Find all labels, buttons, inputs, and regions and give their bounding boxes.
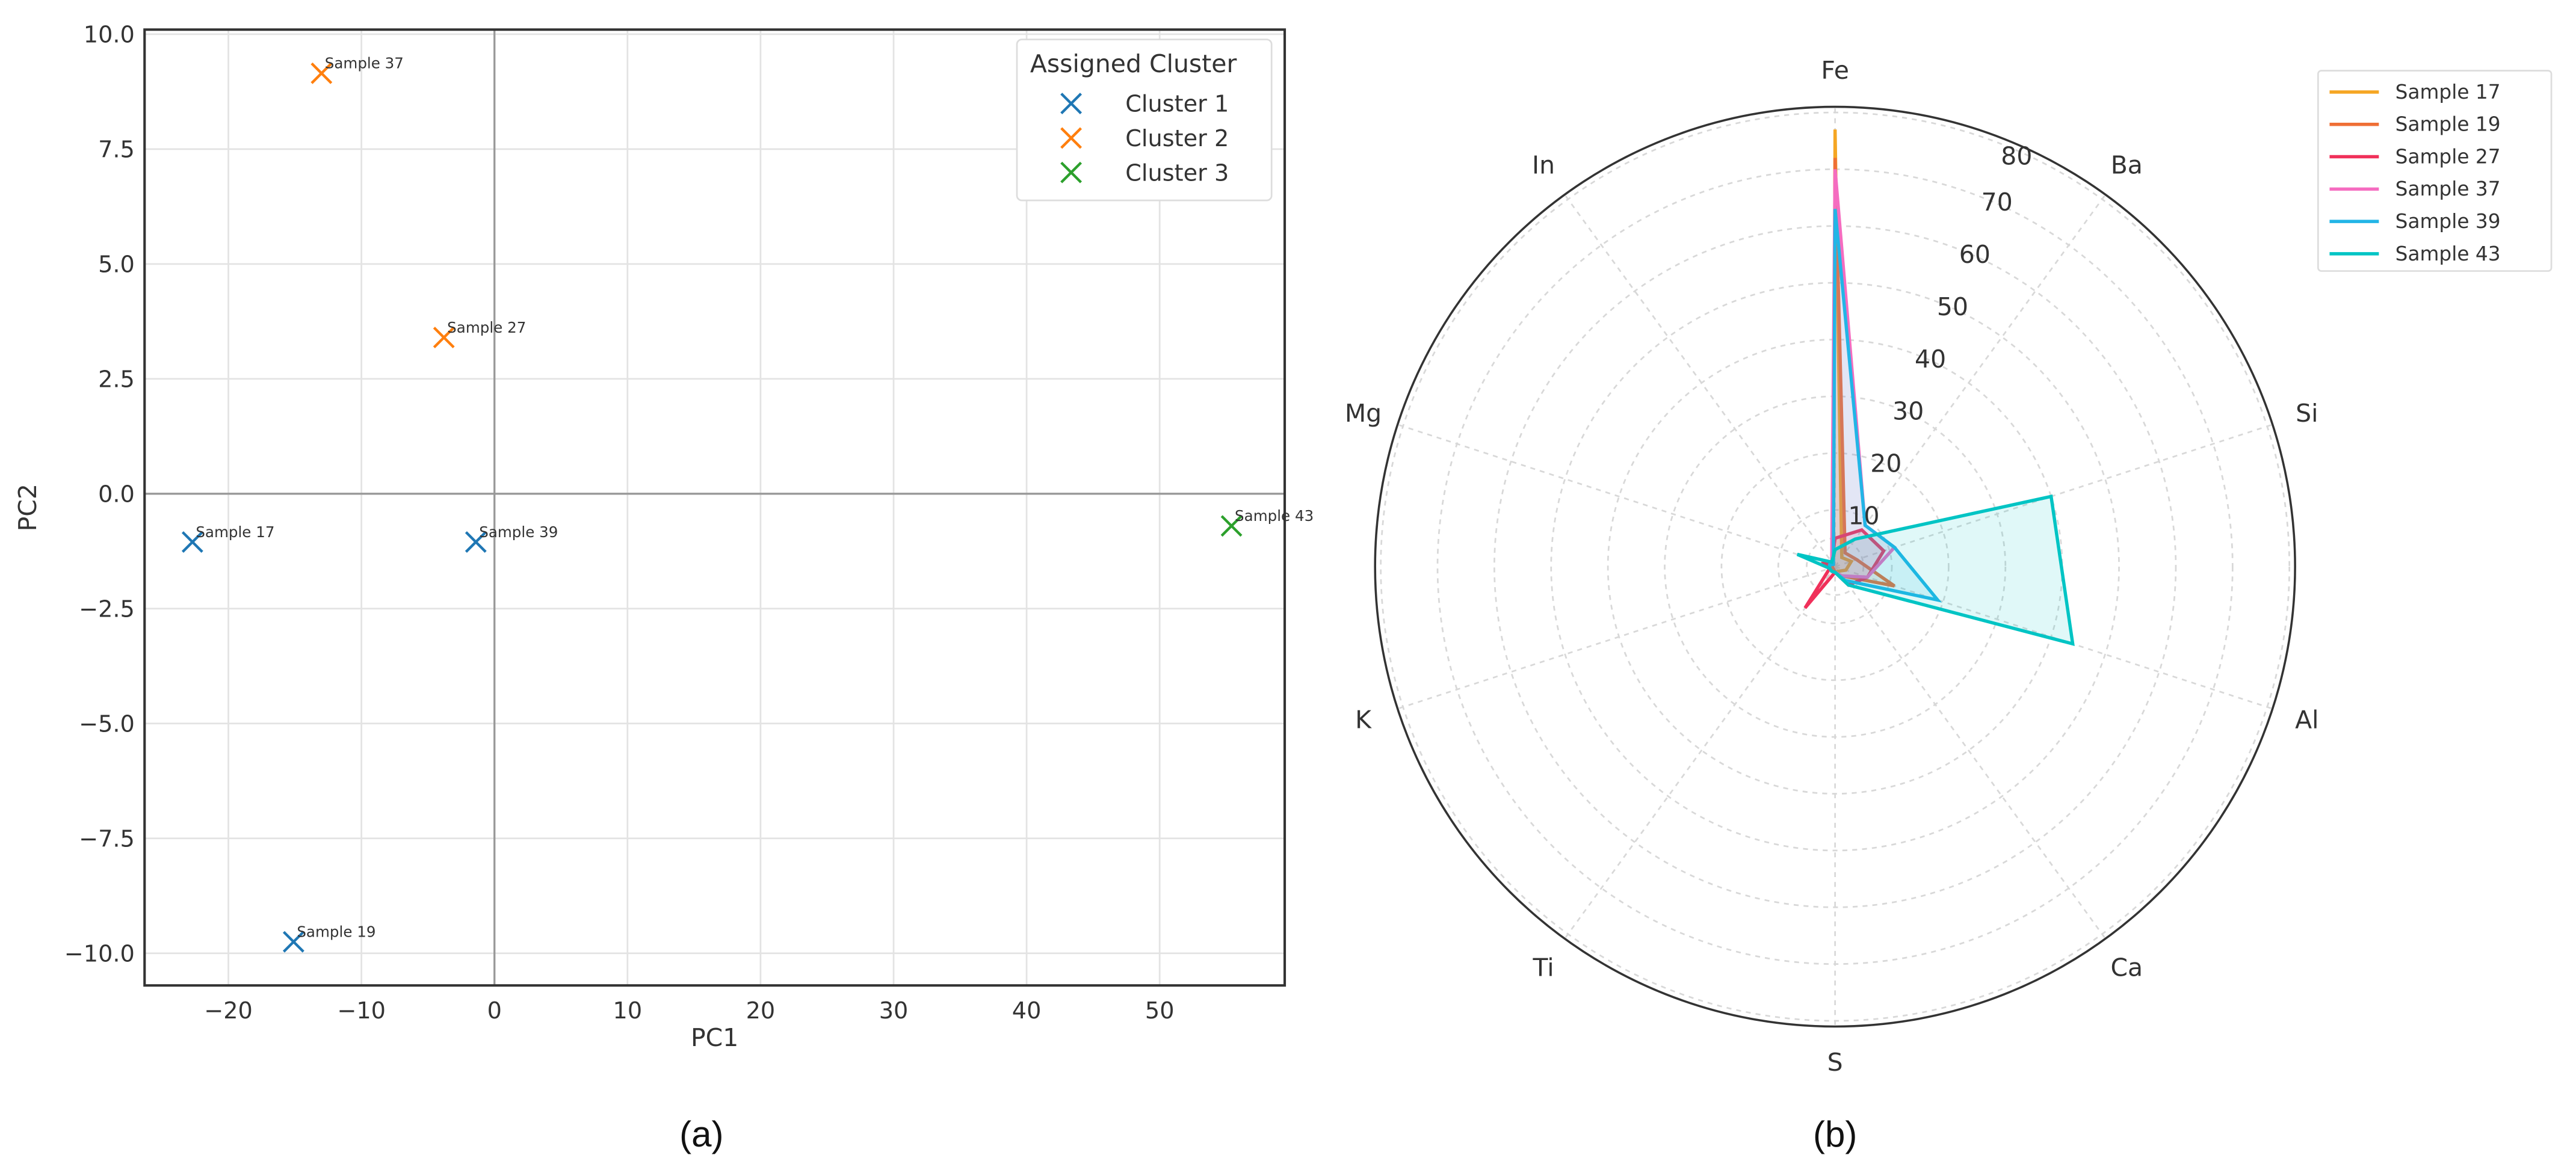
y-tick-label: 5.0 <box>98 251 135 278</box>
marker-stroke <box>465 531 487 553</box>
series-polygon-sample-43 <box>1796 494 2075 647</box>
legend-entry: Sample 39 <box>2395 210 2501 233</box>
category-label-s: S <box>1827 1048 1843 1077</box>
legend-marker-icon <box>1060 161 1083 183</box>
x-tick-label: 10 <box>613 998 643 1024</box>
legend: Assigned Cluster Cluster 1 Cluster 2 Cluste… <box>1016 38 1273 202</box>
legend-entry: Sample 17 <box>2395 81 2501 103</box>
radial-tick-label: 50 <box>1937 292 1968 321</box>
x-tick-label: 0 <box>487 998 502 1024</box>
x-tick-label: −20 <box>204 998 253 1024</box>
y-axis-label: PC2 <box>13 484 42 531</box>
category-label-si: Si <box>2296 399 2318 428</box>
data-point-sample-19 <box>282 931 304 953</box>
radial-gridline <box>1550 282 2120 852</box>
data-point-sample-43 <box>1220 515 1243 537</box>
point-annotation: Sample 37 <box>325 55 404 72</box>
y-tick-label: −5.0 <box>79 711 135 737</box>
legend-entry: Sample 37 <box>2395 177 2501 200</box>
angular-gridline <box>1834 566 2107 940</box>
marker-stroke <box>1060 161 1083 183</box>
point-annotation: Sample 17 <box>196 523 274 541</box>
angular-gridline <box>1834 194 2107 567</box>
angular-gridline <box>1397 565 1836 710</box>
category-label-al: Al <box>2295 705 2318 734</box>
category-label-ti: Ti <box>1532 953 1554 982</box>
point-annotation: Sample 27 <box>447 319 526 336</box>
marker-stroke <box>282 931 304 953</box>
category-label-fe: Fe <box>1821 56 1849 85</box>
marker-stroke <box>433 327 455 348</box>
y-tick-label: 2.5 <box>98 366 135 393</box>
radial-tick-label: 70 <box>1981 188 2013 217</box>
radar-chart-elements: Fe Ba Si Al Ca S Ti K Mg In 10 20 30 40 50 60 70 80 Sample… <box>1345 56 2553 1077</box>
point-annotation: Sample 19 <box>297 923 375 940</box>
y-tick-label: 0.0 <box>98 481 135 508</box>
x-axis-label: PC1 <box>691 1023 738 1052</box>
legend: Sample 17 Sample 19 Sample 27 Sample 37 Samp… <box>2317 70 2553 272</box>
legend-marker-icon <box>1060 127 1083 149</box>
angular-gridline <box>1397 423 1836 568</box>
y-tick-label: −7.5 <box>79 826 135 852</box>
plot-frame <box>143 28 1286 987</box>
radar-outer-frame <box>1374 105 2296 1028</box>
marker-stroke <box>310 62 333 84</box>
radial-tick-label: 80 <box>2001 141 2032 170</box>
legend-entry: Sample 27 <box>2395 145 2501 168</box>
radial-tick-label: 20 <box>1870 449 1901 478</box>
scatter-plot-pca: −20 −10 0 10 20 30 40 50 −10.0 −7.5 −5.0 −2.5 0.0 2.5… <box>64 22 1314 1024</box>
panel-label-a: (a) <box>679 1114 723 1154</box>
legend-title: Assigned Cluster <box>1030 49 1237 78</box>
angular-gridline <box>1835 423 2273 568</box>
x-tick-label: −10 <box>337 998 386 1024</box>
panel-label-b: (b) <box>1813 1114 1857 1154</box>
point-annotation: Sample 39 <box>479 523 558 541</box>
marker-stroke <box>1060 93 1083 115</box>
legend-box <box>1016 38 1273 202</box>
radial-tick-label: 60 <box>1959 240 1991 269</box>
data-point-sample-37 <box>310 62 333 84</box>
marker-stroke <box>1220 515 1243 537</box>
marker-stroke <box>1060 127 1083 149</box>
angular-gridline <box>1564 566 1836 940</box>
legend-entry: Cluster 1 <box>1125 91 1229 118</box>
x-tick-label: 50 <box>1145 998 1175 1024</box>
y-tick-label: −2.5 <box>79 596 135 623</box>
legend-entry: Cluster 2 <box>1125 126 1229 152</box>
category-label-in: In <box>1532 151 1555 180</box>
radial-tick-label: 30 <box>1892 397 1924 426</box>
category-label-ca: Ca <box>2110 953 2143 982</box>
category-label-mg: Mg <box>1345 399 1382 428</box>
y-tick-label: 10.0 <box>84 22 135 49</box>
x-tick-label: 30 <box>879 998 909 1024</box>
marker-stroke <box>181 531 203 553</box>
legend-marker-icon <box>1060 93 1083 115</box>
y-tick-label: 7.5 <box>98 137 135 163</box>
x-tick-label: 40 <box>1012 998 1042 1024</box>
radial-gridline <box>1493 225 2177 908</box>
category-label-ba: Ba <box>2111 151 2143 180</box>
x-tick-label: 20 <box>746 998 776 1024</box>
data-point-sample-27 <box>433 327 455 348</box>
point-annotation: Sample 43 <box>1235 507 1314 525</box>
legend-entry: Sample 19 <box>2395 113 2501 136</box>
radial-gridline <box>1806 537 1865 596</box>
angular-gridline <box>1564 194 1836 567</box>
legend-entry: Cluster 3 <box>1125 160 1229 186</box>
y-tick-label: −10.0 <box>64 941 135 967</box>
category-label-k: K <box>1355 705 1372 734</box>
data-point-sample-17 <box>181 531 203 553</box>
data-point-sample-39 <box>465 531 487 553</box>
radial-tick-label: 40 <box>1915 345 1946 374</box>
radial-tick-label: 10 <box>1848 502 1879 531</box>
legend-entry: Sample 43 <box>2395 242 2501 265</box>
